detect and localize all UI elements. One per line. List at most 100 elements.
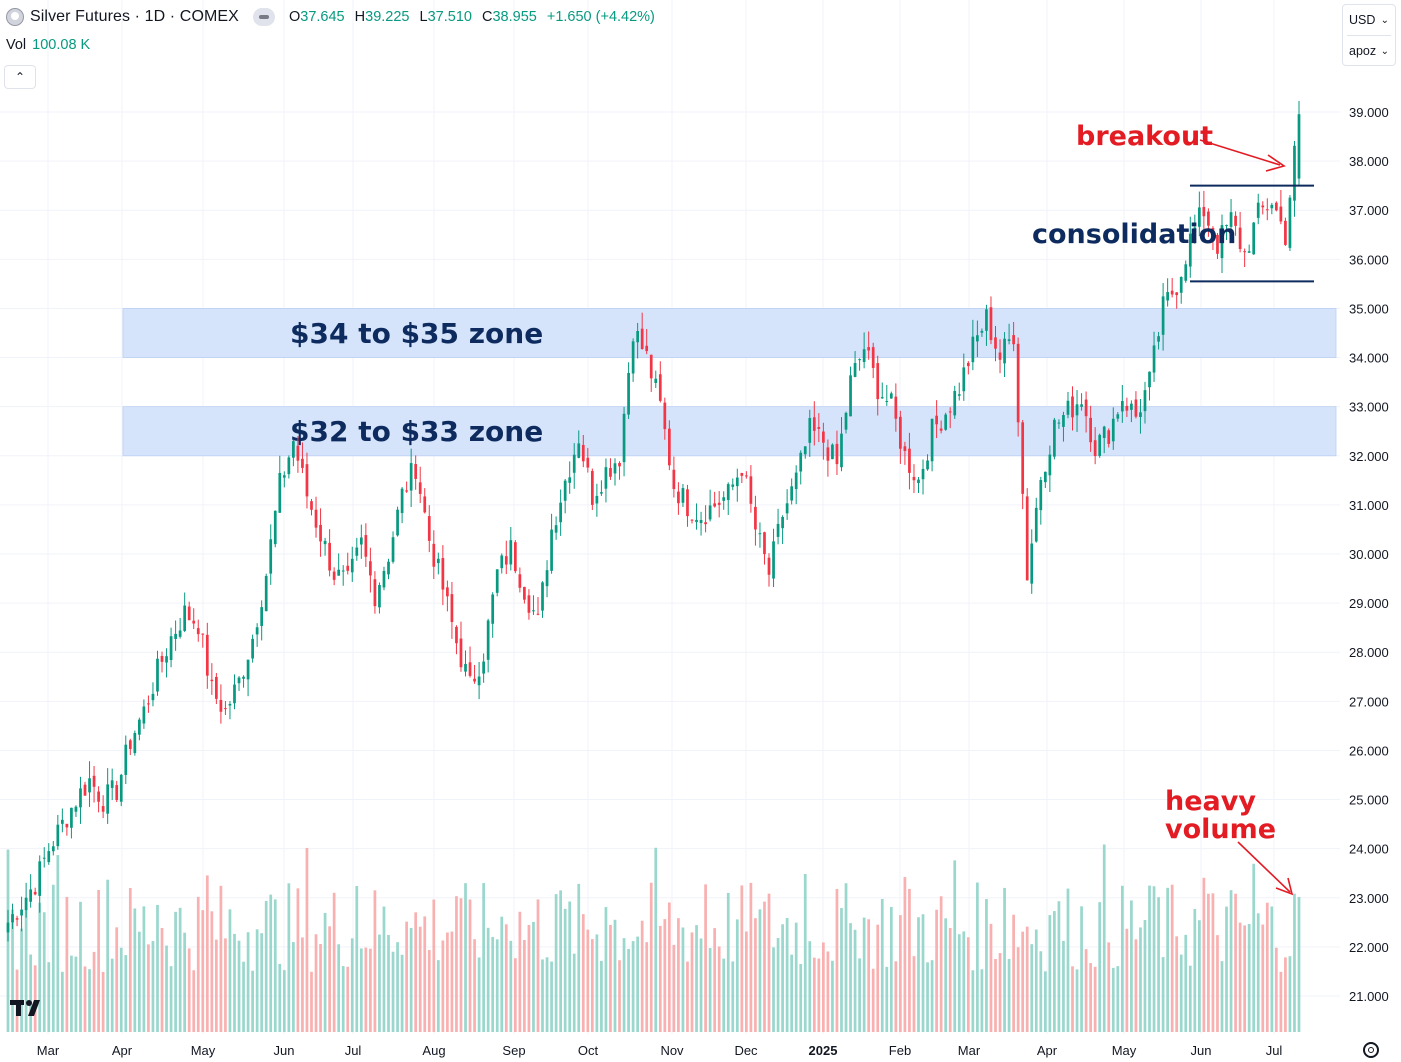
candle-body: [1265, 209, 1269, 211]
volume-bar: [1234, 893, 1237, 1032]
volume-bar: [355, 886, 359, 1032]
volume-bar: [278, 963, 282, 1032]
tradingview-logo-icon[interactable]: [10, 998, 46, 1016]
volume-bar: [858, 958, 861, 1032]
volume-bar: [889, 906, 893, 1032]
volume-bar: [282, 970, 286, 1032]
volume-bar: [1080, 906, 1083, 1032]
high-value: 39.225: [365, 9, 410, 25]
volume-bar: [477, 957, 481, 1032]
candle-body: [1012, 335, 1015, 345]
candle-body: [831, 444, 834, 460]
volume-bar: [1107, 942, 1111, 1032]
volume-bar: [1034, 929, 1038, 1032]
volume-bar: [966, 937, 970, 1032]
candle-body: [590, 470, 594, 505]
candle-body: [930, 418, 934, 462]
volume-bar: [1053, 911, 1056, 1032]
candle-body: [269, 539, 273, 574]
volume-bar: [1193, 909, 1197, 1032]
collapse-legend-button[interactable]: ⌃: [4, 65, 36, 89]
candle-body: [817, 427, 821, 429]
volume-bar: [980, 969, 984, 1032]
volume-bar: [373, 890, 377, 1032]
candle-body: [722, 497, 726, 501]
candle-body: [414, 464, 418, 479]
candle-body: [486, 620, 490, 660]
volume-bar: [976, 882, 979, 1032]
volume-bar: [486, 927, 490, 1032]
candles: [6, 100, 1301, 942]
volume-bar: [781, 924, 784, 1032]
hide-legend-icon[interactable]: [252, 8, 275, 26]
candle-body: [364, 535, 368, 557]
volume-bar: [699, 938, 703, 1032]
candle-body: [939, 428, 943, 431]
volume-bar: [178, 907, 182, 1032]
volume-bar: [1066, 888, 1070, 1032]
candle-body: [11, 914, 14, 923]
candle-body: [427, 516, 431, 541]
candle-body: [246, 659, 250, 680]
volume-bar: [1256, 913, 1260, 1032]
candle-body: [504, 556, 508, 565]
candle-body: [1188, 233, 1192, 267]
volume-bar: [405, 921, 408, 1032]
candle-body: [500, 555, 504, 569]
candle-body: [654, 378, 658, 383]
volume-bar: [663, 919, 667, 1032]
volume-bar: [332, 892, 336, 1032]
candle-body: [840, 433, 843, 468]
candle-body: [613, 463, 617, 474]
volume-bar: [74, 956, 78, 1032]
candle-body: [781, 516, 784, 529]
volume-bar: [464, 883, 467, 1032]
candle-body: [1111, 418, 1115, 442]
candle-body: [667, 428, 671, 466]
candle-body: [133, 732, 137, 754]
volume-bar: [695, 925, 698, 1032]
chevron-down-icon: ⌄: [1380, 45, 1389, 57]
y-tick-label: 37.000: [1349, 203, 1389, 218]
volume-bar: [47, 962, 51, 1032]
volume-bar: [989, 923, 993, 1032]
candle-body: [310, 501, 313, 510]
candle-body: [319, 524, 322, 542]
volume-bar: [432, 899, 436, 1032]
currency-selector[interactable]: USD ⌄: [1343, 5, 1395, 35]
volume-bar: [169, 966, 173, 1032]
candle-body: [1243, 251, 1247, 253]
volume-bar: [423, 916, 427, 1032]
volume-bar: [79, 901, 82, 1032]
volume-bar: [803, 873, 807, 1032]
volume-bar: [844, 883, 848, 1032]
candle-body: [65, 823, 69, 828]
volume-bar: [862, 917, 866, 1032]
breakout-annotation: breakout: [1076, 121, 1213, 152]
scale-mode-selector[interactable]: apoz ⌄: [1343, 36, 1395, 66]
symbol-title[interactable]: Silver Futures · 1D · COMEX: [30, 8, 239, 25]
candle-body: [808, 417, 812, 443]
volume-bar: [192, 970, 196, 1032]
zone-label: $32 to $33 zone: [290, 415, 543, 448]
candle-body: [464, 663, 467, 672]
candle-body: [124, 744, 128, 775]
candle-body: [224, 708, 227, 710]
volume-bar: [595, 934, 599, 1032]
gear-icon[interactable]: [1363, 1042, 1379, 1058]
candle-body: [1297, 114, 1301, 179]
candle-body: [1093, 440, 1097, 457]
candle-body: [192, 620, 196, 624]
candle-body: [889, 393, 893, 399]
candle-body: [301, 458, 304, 468]
volume-bar: [418, 926, 422, 1032]
candle-body: [754, 506, 757, 530]
candle-body: [346, 565, 350, 571]
candle-body: [97, 791, 100, 802]
volume-bar: [998, 953, 1002, 1032]
candle-body: [885, 401, 889, 403]
chevron-down-icon: ⌄: [1380, 14, 1389, 26]
volume-bar: [504, 924, 508, 1032]
price-zone: [122, 406, 1337, 457]
